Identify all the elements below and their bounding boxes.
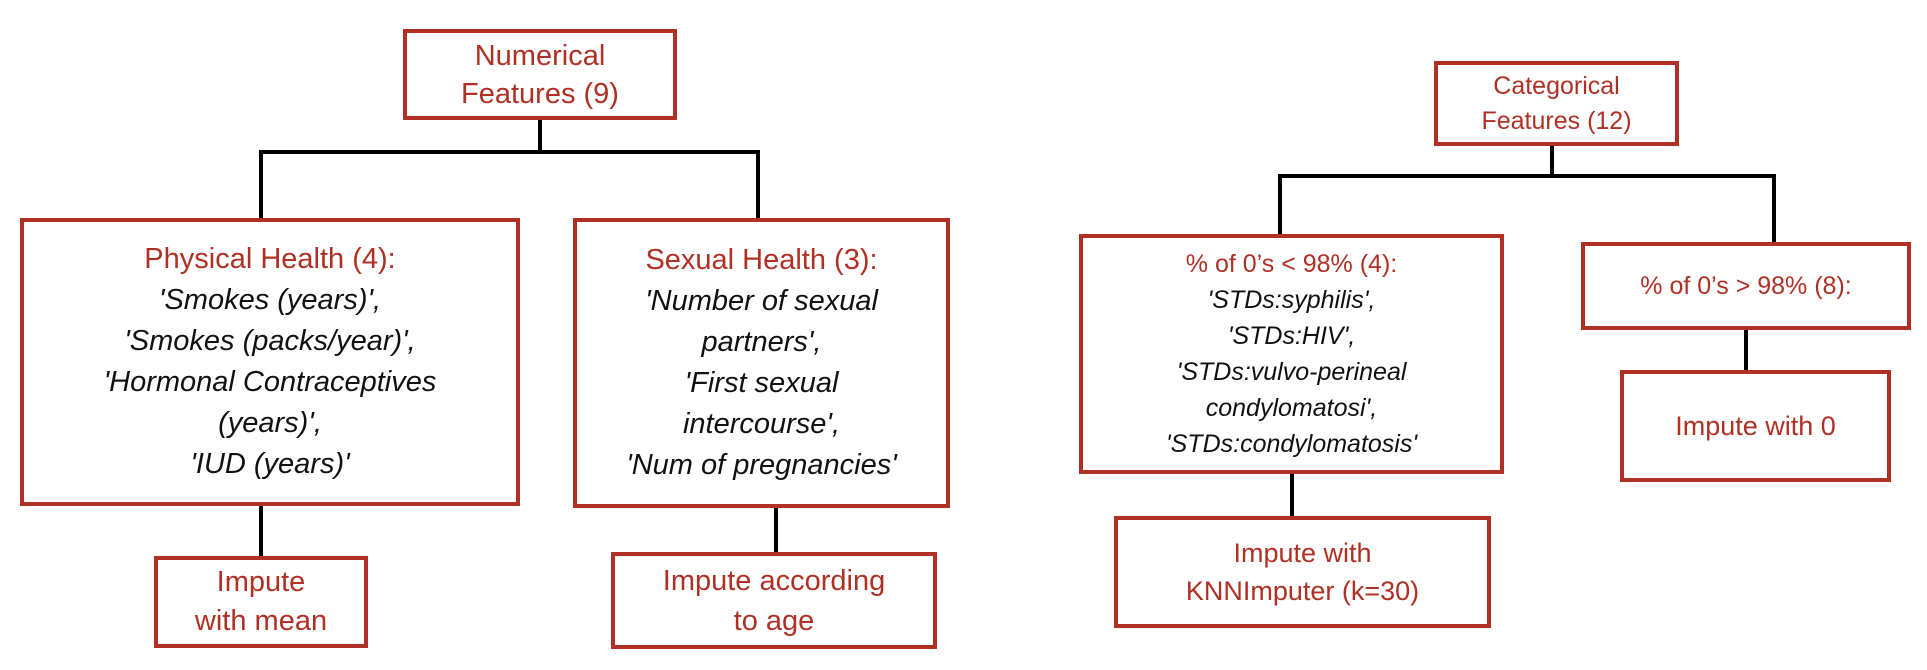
node-zeros-below-98: % of 0’s < 98% (4): 'STDs:syphilis', 'ST… (1079, 234, 1504, 474)
node-impute-with-zero: Impute with 0 (1620, 370, 1891, 482)
node-impute-with-zero-title: Impute with 0 (1675, 411, 1836, 441)
node-zeros-above-98: % of 0’s > 98% (8): (1581, 242, 1911, 330)
node-impute-with-mean: Impute with mean (154, 556, 368, 648)
node-physical-health: Physical Health (4): 'Smokes (years)', '… (20, 218, 520, 506)
node-physical-health-item: 'Smokes (packs/year)', (124, 325, 416, 357)
node-sexual-health-item: 'First sexual (684, 367, 839, 399)
node-numerical-features: Numerical Features (9) (403, 29, 677, 120)
node-physical-health-item: (years)', (218, 407, 322, 439)
node-impute-with-mean-title-1: Impute (216, 566, 306, 598)
node-sexual-health: Sexual Health (3): 'Number of sexual par… (573, 218, 950, 508)
node-zeros-below-98-item: 'STDs:vulvo-perineal (1176, 358, 1407, 386)
node-impute-knn: Impute with KNNImputer (k=30) (1114, 516, 1491, 628)
node-impute-knn-title-2: KNNImputer (k=30) (1185, 576, 1420, 606)
node-categorical-features-title-2: Features (12) (1481, 106, 1632, 135)
node-physical-health-item: 'IUD (years)' (190, 448, 350, 480)
node-impute-according-to-age-title-1: Impute according (662, 564, 886, 597)
node-numerical-features-title-1: Numerical (474, 39, 606, 72)
node-physical-health-item: 'Hormonal Contraceptives (103, 366, 437, 398)
node-categorical-features-title-1: Categorical (1493, 71, 1620, 100)
node-impute-with-mean-title-2: with mean (194, 605, 328, 637)
node-zeros-below-98-title: % of 0’s < 98% (4): (1185, 250, 1398, 278)
node-categorical-features: Categorical Features (12) (1434, 61, 1679, 146)
node-zeros-below-98-item: condylomatosi', (1205, 394, 1378, 422)
node-numerical-features-title-2: Features (9) (461, 77, 619, 110)
node-zeros-below-98-item: 'STDs:syphilis', (1207, 286, 1376, 314)
node-zeros-below-98-item: 'STDs:HIV', (1227, 322, 1356, 350)
node-zeros-above-98-title: % of 0’s > 98% (8): (1640, 272, 1852, 300)
node-sexual-health-title: Sexual Health (3): (645, 244, 878, 276)
node-sexual-health-item: 'Number of sexual (645, 285, 878, 317)
node-impute-according-to-age: Impute according to age (611, 552, 937, 649)
node-physical-health-title: Physical Health (4): (144, 243, 396, 275)
node-physical-health-item: 'Smokes (years)', (158, 284, 382, 316)
node-sexual-health-item: 'Num of pregnancies' (626, 449, 897, 481)
node-sexual-health-item: intercourse', (682, 408, 841, 440)
node-sexual-health-item: partners', (701, 326, 822, 358)
node-zeros-below-98-item: 'STDs:condylomatosis' (1165, 430, 1418, 458)
node-impute-according-to-age-title-2: to age (733, 604, 815, 637)
node-impute-knn-title-1: Impute with (1233, 538, 1372, 568)
